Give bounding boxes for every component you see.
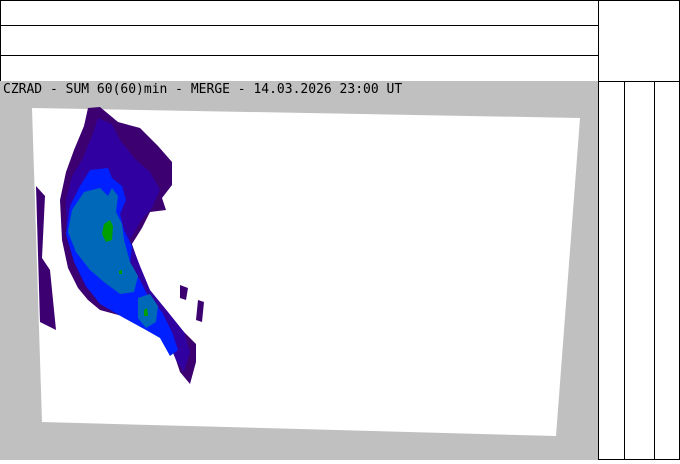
map-title: CZRAD - SUM 60(60)min - MERGE - 14.03.20…: [3, 82, 403, 97]
legend-column-divider-2: [624, 81, 625, 460]
precip-level-4: [68, 188, 158, 328]
legend-column-divider-1: [598, 81, 599, 460]
top-right-box: [598, 0, 680, 82]
header-row-3: [0, 56, 598, 82]
legend-column-divider-3: [654, 81, 655, 460]
header-row-2: [0, 26, 598, 56]
radar-map[interactable]: [0, 81, 599, 460]
radar-image: [32, 107, 580, 436]
header-row-1: [0, 0, 598, 26]
precip-level-5: [102, 220, 148, 316]
